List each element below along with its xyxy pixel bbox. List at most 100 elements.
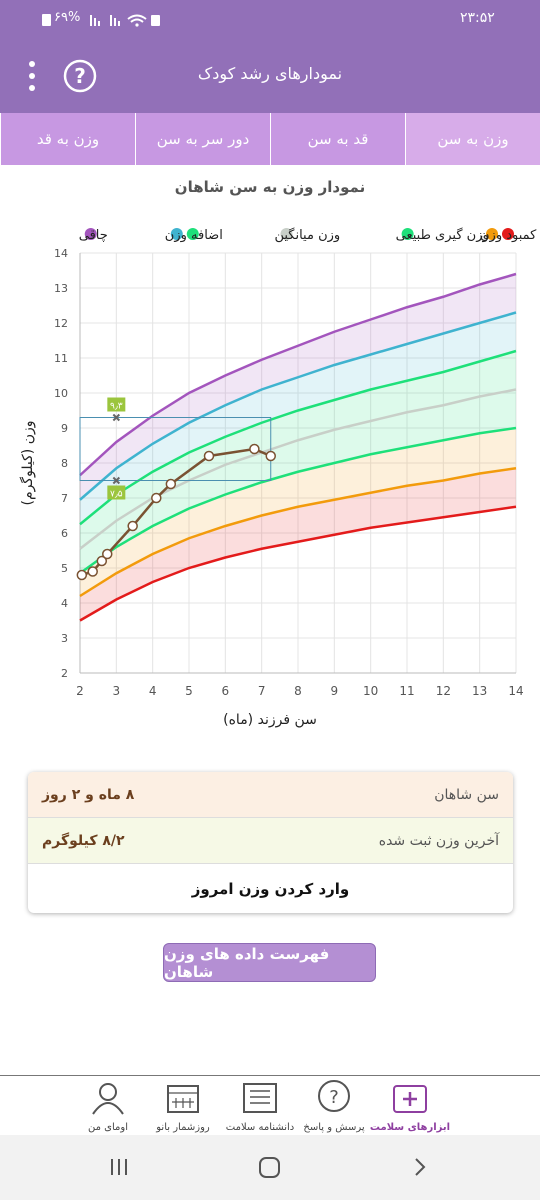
child-point [76,569,88,581]
annotation-badge [107,485,126,500]
info-row: سن شاهان ۸ ماه و ۲ روز [28,772,513,818]
child-point [165,478,177,490]
y-tick-label: 11 [54,352,68,365]
y-tick-label: 6 [61,527,68,540]
bottom-nav: ? ابزارهای سلامت پرسش و پاسخ دانشنامه سل… [0,1075,540,1135]
enter-weight[interactable]: وارد کردن وزن امروز [191,879,350,898]
info-value: ۸/۲ کیلوگرم [42,832,125,849]
child-point [249,443,260,455]
legend-swatch [84,228,97,240]
info-card: سن شاهان ۸ ماه و ۲ روز آخرین وزن ثبت شده… [28,772,513,913]
x-tick-label: 11 [399,684,414,698]
percentile-line [79,349,517,526]
legend-swatch [280,228,293,240]
info-label: آخرین وزن ثبت شده [378,832,499,849]
info-label: سن شاهان [434,786,499,803]
app-title: نمودارهای رشد کودک [197,64,343,83]
annotation-marker [112,413,121,422]
percentile-line [79,426,517,575]
tab[interactable]: وزن به سن [405,113,540,165]
percentile-line [79,467,517,598]
percentile-line [79,505,517,622]
info-row: آخرین وزن ثبت شده ۸/۲ کیلوگرم [28,818,513,864]
clock: ۲۳:۵۲ [460,10,495,26]
info-value: ۸ ماه و ۲ روز [42,786,135,803]
y-tick-label: 12 [54,317,68,330]
y-axis-label: وزن (کیلوگرم) [19,421,36,506]
annotation-label: ۹٫۳ [110,402,123,412]
x-tick-label: 2 [76,684,84,698]
nav-label[interactable]: روزشمار بانو [156,1122,210,1133]
legend-label: کمبود وزن [480,228,537,243]
legend-swatch [486,228,498,240]
x-tick-label: 7 [258,684,266,698]
system-nav-icons[interactable] [0,1135,540,1200]
band [80,351,516,549]
nav-label[interactable]: پرسش و پاسخ [303,1122,365,1133]
child-point [151,492,162,504]
battery: ۶۹% [54,10,81,25]
annotation-badge [107,397,126,412]
child-point [127,520,138,532]
y-tick-label: 5 [61,562,68,575]
child-point [102,548,113,560]
child-point [87,566,98,577]
annotation-label: ۷٫۵ [110,490,123,500]
band [80,389,516,574]
legend-label: وزن میانگین [274,227,340,243]
x-tick-label: 14 [508,684,523,698]
x-tick-label: 13 [472,684,487,698]
y-tick-label: 4 [61,597,68,610]
annotation-marker [112,476,121,485]
status-icons [42,14,160,27]
nav-label[interactable]: ابزارهای سلامت [369,1122,451,1133]
header-icons[interactable]: ? [20,58,100,94]
band [80,428,516,596]
legend-label: چاقی [79,228,108,243]
nav-label[interactable]: اومای من [88,1122,128,1133]
x-tick-label: 8 [294,684,302,698]
y-tick-label: 3 [61,632,68,645]
y-tick-label: 7 [61,492,68,505]
y-tick-label: 9 [61,422,68,435]
legend-label: اضافه وزن [165,228,223,243]
x-tick-label: 10 [363,684,378,698]
tab[interactable]: قد به سن [270,113,405,165]
chart: نمودار وزن به سن شاهان سن فرزند (ماه) وز… [19,178,537,728]
nav-label[interactable]: دانشنامه سلامت [225,1122,295,1133]
band [80,312,516,525]
svg-text:?: ? [329,1087,339,1108]
legend-label: وزن گیری طبیعی [396,227,489,243]
status-bar: ۲۳:۵۲ ۶۹% [0,0,540,40]
nav-icons: ? [92,1080,427,1115]
child-line [81,447,272,577]
percentile-line [79,272,517,477]
tab-bar: وزن به سن قد به سن دور سر به سن وزن به ق… [0,113,540,165]
tab[interactable]: وزن به قد [0,113,135,165]
percentile-line [79,311,517,501]
child-point [203,450,215,462]
y-tick-label: 2 [61,667,68,680]
band [80,274,516,500]
y-tick-label: 8 [61,457,68,470]
x-tick-label: 9 [331,684,339,698]
x-tick-label: 3 [113,684,121,698]
x-axis-label: سن فرزند (ماه) [223,712,317,728]
list-button[interactable]: فهرست داده های وزن شاهان [163,943,376,982]
x-tick-label: 6 [222,684,230,698]
y-tick-label: 14 [54,247,68,260]
svg-text:?: ? [74,64,86,88]
system-nav [0,1135,540,1200]
app-bar: نمودارهای رشد کودک ? [0,40,540,113]
x-tick-label: 4 [149,684,157,698]
x-tick-label: 5 [185,684,193,698]
legend-swatch [502,228,514,240]
tab[interactable]: دور سر به سن [135,113,270,165]
y-tick-label: 10 [54,387,68,400]
x-tick-label: 12 [436,684,451,698]
child-point [96,555,108,567]
child-point [265,450,276,462]
band [80,468,516,621]
